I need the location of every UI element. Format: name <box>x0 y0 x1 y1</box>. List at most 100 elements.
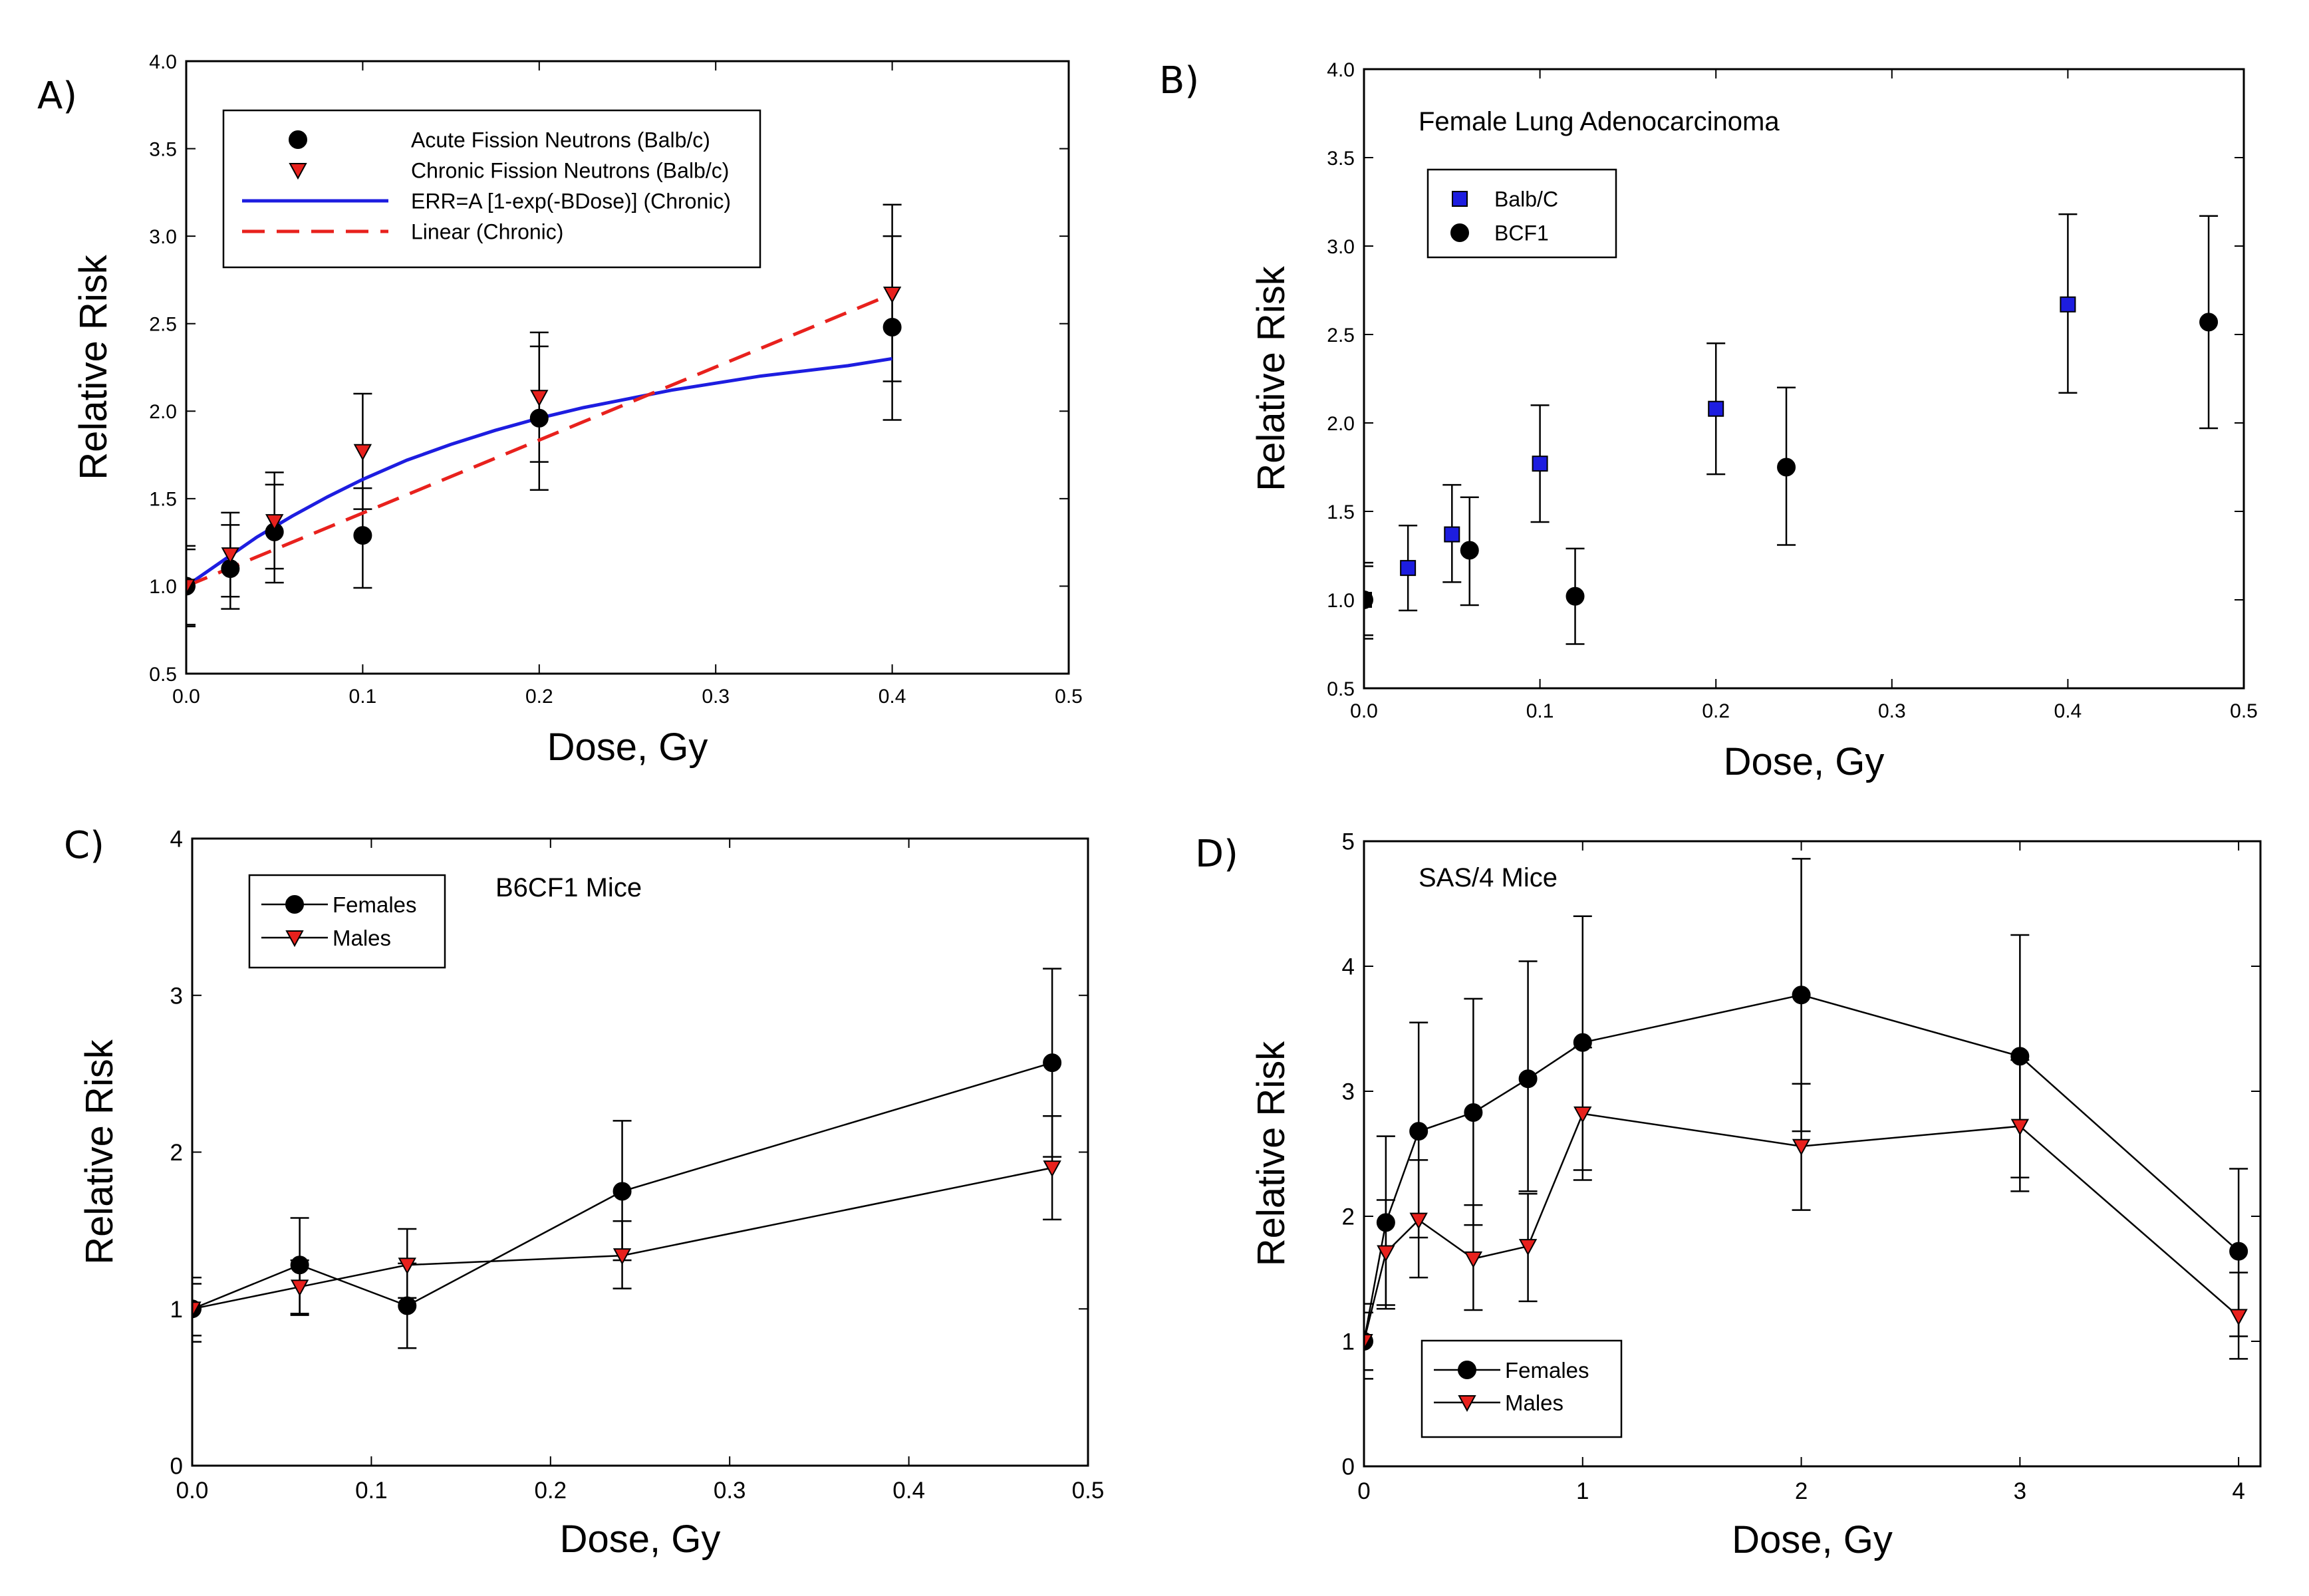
linear-fit-line <box>186 292 893 588</box>
y-tick-label: 1.5 <box>1327 501 1355 523</box>
legend-marker <box>285 895 304 914</box>
y-axis-label: Relative Risk <box>1250 265 1293 491</box>
legend-label: Balb/C <box>1494 188 1558 211</box>
legend-label: Acute Fission Neutrons (Balb/c) <box>411 128 710 152</box>
legend-label: Females <box>1505 1358 1589 1383</box>
x-tick-label: 0.3 <box>714 1478 746 1504</box>
plot-area <box>186 203 902 628</box>
y-tick-label: 1 <box>1342 1329 1355 1355</box>
y-tick-label: 1.0 <box>1327 590 1355 612</box>
legend-label: Chronic Fission Neutrons (Balb/c) <box>411 159 729 183</box>
data-point <box>1573 1033 1592 1052</box>
data-point <box>883 317 902 336</box>
y-tick-label: 2 <box>1342 1204 1355 1230</box>
x-tick-label: 0.1 <box>349 686 377 708</box>
x-tick-label: 0.1 <box>355 1478 388 1504</box>
y-tick-label: 2.5 <box>149 314 177 336</box>
y-tick-label: 4 <box>170 827 183 853</box>
data-point <box>1400 560 1417 577</box>
plot-frame <box>1363 68 2245 690</box>
data-point <box>398 1296 417 1315</box>
x-tick-label: 0.0 <box>172 686 200 708</box>
data-point <box>1792 1138 1811 1156</box>
y-axis-label: Relative Risk <box>72 254 115 479</box>
chart-title: B6CF1 Mice <box>495 873 642 902</box>
legend-marker <box>1452 191 1468 207</box>
data-point <box>612 1248 632 1265</box>
x-tick-label: 0.1 <box>1526 700 1554 722</box>
x-tick-label: 0.4 <box>2054 700 2082 722</box>
data-point <box>1565 587 1585 606</box>
y-tick-label: 3.5 <box>149 138 177 160</box>
data-point <box>1043 1053 1062 1073</box>
data-point <box>1464 1251 1483 1269</box>
data-point <box>1460 541 1479 560</box>
data-point <box>2229 1242 2248 1261</box>
x-tick-label: 0 <box>1357 1478 1370 1504</box>
y-tick-label: 0 <box>1342 1454 1355 1480</box>
data-point <box>1377 1245 1395 1262</box>
x-tick-label: 0.5 <box>1055 686 1083 708</box>
x-axis-label: Dose, Gy <box>560 1518 721 1561</box>
data-point <box>353 444 372 461</box>
legend: Balb/C BCF1 <box>1426 168 1617 259</box>
plot-area <box>192 968 1062 1349</box>
x-tick-label: 0.4 <box>879 686 906 708</box>
data-point <box>353 526 372 545</box>
y-tick-label: 5 <box>1342 829 1355 855</box>
y-tick-label: 2.5 <box>1327 325 1355 346</box>
legend-label: Males <box>333 926 391 950</box>
x-tick-label: 0.0 <box>176 1478 209 1504</box>
data-point <box>1518 1069 1538 1089</box>
y-tick-label: 3.5 <box>1327 148 1355 170</box>
data-point <box>1376 1213 1395 1232</box>
panel-a: 0.0 0.1 0.2 0.3 0.4 0.5 0.5 1.0 1.5 2.0 2.5 3.0 3.5 4… <box>37 51 1083 769</box>
panel-letter: B) <box>1159 59 1199 102</box>
panel-b: 0.0 0.1 0.2 0.3 0.4 0.5 0.5 1.0 1.5 2.0 2.5 3.0 3.5 4… <box>1159 59 2258 783</box>
y-tick-label: 2.0 <box>149 401 177 423</box>
data-point <box>192 1301 202 1319</box>
legend-label: Males <box>1505 1391 1563 1415</box>
y-tick-label: 1.5 <box>149 489 177 511</box>
plot-frame <box>1363 840 2262 1468</box>
data-point <box>2010 1047 2030 1066</box>
legend-box <box>1426 168 1617 259</box>
y-tick-label: 3.0 <box>149 226 177 248</box>
legend-label: BCF1 <box>1494 221 1549 245</box>
data-point <box>612 1182 632 1201</box>
data-point <box>290 1279 309 1297</box>
data-point <box>2229 1309 2248 1326</box>
data-point <box>1777 458 1796 477</box>
x-tick-label: 0.2 <box>1702 700 1730 722</box>
plot-area <box>1364 858 2248 1380</box>
panel-letter: C) <box>64 824 104 867</box>
legend-marker <box>285 930 304 948</box>
data-point <box>290 1256 309 1275</box>
x-axis-label: Dose, Gy <box>1724 740 1885 783</box>
legend-marker <box>1458 1395 1476 1412</box>
data-point <box>1444 526 1460 543</box>
exp-fit-curve <box>186 356 892 588</box>
data-point <box>221 547 240 565</box>
y-tick-label: 1.0 <box>149 576 177 598</box>
y-tick-label: 3 <box>1342 1079 1355 1105</box>
x-tick-label: 4 <box>2232 1478 2244 1504</box>
x-tick-label: 1 <box>1576 1478 1589 1504</box>
data-point <box>1043 1160 1061 1178</box>
data-point <box>1532 456 1548 472</box>
data-point <box>1792 986 1811 1005</box>
plot-area <box>1364 213 2219 645</box>
y-tick-label: 4.0 <box>149 51 177 73</box>
legend: Females Males <box>248 874 446 969</box>
data-point <box>1518 1239 1538 1256</box>
data-point <box>398 1258 416 1275</box>
plot-frame <box>191 837 1089 1467</box>
y-tick-label: 2 <box>170 1140 183 1166</box>
x-axis-label: Dose, Gy <box>1732 1518 1893 1561</box>
legend-box <box>1421 1339 1623 1438</box>
y-tick-label: 4.0 <box>1327 59 1355 81</box>
data-point <box>2010 1119 2030 1136</box>
legend-label: ERR=A [1-exp(-BDose)] (Chronic) <box>411 190 731 213</box>
x-tick-label: 0.2 <box>534 1478 567 1504</box>
x-tick-label: 0.5 <box>1072 1478 1105 1504</box>
